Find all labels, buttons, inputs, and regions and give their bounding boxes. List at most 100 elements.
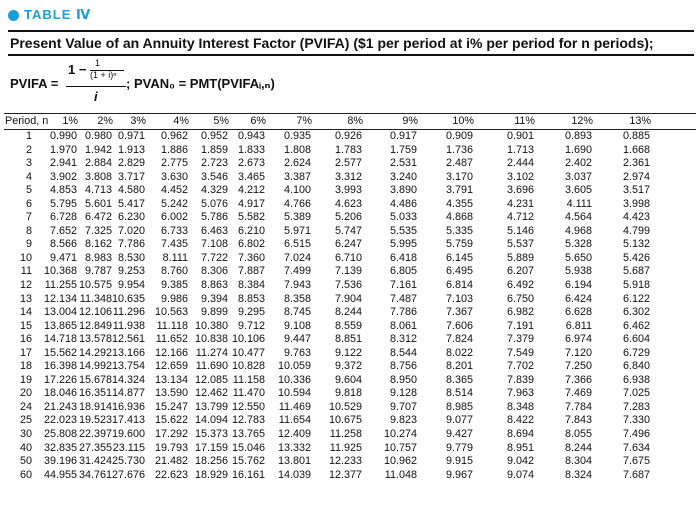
factor-cell: 7.379	[506, 333, 534, 346]
factor-cell: 6.145	[445, 251, 473, 264]
factor-cell: 6.814	[445, 279, 473, 292]
factor-cell: 12.561	[112, 333, 146, 346]
factor-cell: 11.690	[195, 360, 228, 373]
factor-cell: 7.499	[283, 265, 311, 278]
factor-cell: 6.974	[564, 333, 592, 346]
factor-cell: 15.622	[154, 414, 188, 427]
factor-cell: 8.365	[445, 373, 473, 386]
factor-cell: 11.158	[232, 373, 265, 386]
factor-cell: 7.330	[622, 414, 650, 427]
factor-cell: 11.258	[329, 428, 362, 441]
table-body: 1 0.990 0.980 0.971 0.962 0.952 0.943 0.935 0.92…	[4, 130, 696, 482]
factor-cell: 7.366	[564, 373, 592, 386]
formula-rest: ; PVAN₀ = PMT(PVIFAᵢ,ₙ)	[126, 76, 275, 91]
factor-cell: 9.128	[389, 387, 417, 400]
factor-cell: 3.240	[389, 170, 417, 183]
factor-cell: 12.783	[231, 414, 265, 427]
factor-cell: 17.226	[44, 373, 78, 386]
formula-fraction-bar	[66, 86, 126, 87]
factor-cell: 7.496	[622, 428, 650, 441]
factor-cell: 5.076	[200, 197, 228, 210]
factor-cell: 11.469	[278, 400, 311, 413]
factor-cell: 5.426	[622, 251, 650, 264]
table-row: 5 4.853 4.713 4.580 4.452 4.329 4.212 4.100 3.99…	[4, 184, 696, 198]
factor-cell: 6.230	[117, 211, 145, 224]
factor-cell: 25.730	[112, 455, 146, 468]
factor-cell: 6.604	[622, 333, 650, 346]
factor-cell: 10.106	[231, 333, 265, 346]
factor-cell: 11.938	[112, 319, 145, 332]
factor-cell: 0.962	[160, 130, 188, 142]
factor-cell: 0.893	[564, 130, 592, 142]
factor-cell: 31.424	[78, 455, 112, 468]
factor-cell: 7.108	[200, 238, 228, 251]
factor-cell: 1.736	[445, 143, 473, 156]
factor-cell: 4.623	[334, 197, 362, 210]
factor-cell: 0.971	[117, 130, 145, 142]
factor-cell: 18.929	[194, 468, 228, 481]
factor-cell: 7.025	[622, 387, 650, 400]
factor-cell: 9.042	[506, 455, 534, 468]
period-cell: 9	[25, 238, 32, 251]
factor-cell: 9.471	[49, 251, 77, 264]
factor-cell: 7.687	[622, 468, 650, 481]
factor-cell: 6.424	[564, 292, 592, 305]
factor-cell: 14.992	[78, 360, 112, 373]
factor-cell: 19.523	[78, 414, 112, 427]
factor-cell: 7.839	[506, 373, 534, 386]
factor-cell: 44.955	[44, 468, 78, 481]
factor-cell: 11.296	[112, 306, 145, 319]
factor-cell: 10.962	[383, 455, 417, 468]
factor-cell: 8.306	[200, 265, 228, 278]
factor-cell: 10.380	[194, 319, 228, 332]
factor-cell: 4.766	[283, 197, 311, 210]
factor-cell: 7.360	[237, 251, 265, 264]
factor-cell: 18.256	[194, 455, 228, 468]
formula-inner-denominator: (1 + i)ⁿ	[90, 70, 117, 80]
factor-cell: 1.913	[117, 143, 145, 156]
factor-cell: 7.139	[334, 265, 362, 278]
factor-cell: 7.606	[445, 319, 473, 332]
period-cell: 25	[19, 414, 32, 427]
factor-cell: 3.890	[389, 184, 417, 197]
factor-cell: 4.486	[389, 197, 417, 210]
factor-cell: 8.312	[389, 333, 417, 346]
factor-cell: 9.986	[160, 292, 188, 305]
period-cell: 18	[19, 360, 32, 373]
factor-cell: 8.162	[84, 238, 112, 251]
factor-cell: 4.423	[622, 211, 650, 224]
factor-cell: 12.849	[78, 319, 112, 332]
factor-cell: 3.791	[445, 184, 473, 197]
factor-cell: 7.536	[334, 279, 362, 292]
factor-cell: 10.575	[78, 279, 112, 292]
factor-cell: 8.061	[389, 319, 417, 332]
factor-cell: 5.146	[506, 224, 534, 237]
factor-cell: 2.402	[564, 157, 592, 170]
table-label: TABLE Ⅳ	[24, 7, 92, 22]
factor-cell: 8.304	[564, 455, 592, 468]
factor-cell: 0.926	[334, 130, 362, 142]
factor-cell: 7.943	[283, 279, 311, 292]
table-row: 2 1.970 1.942 1.913 1.886 1.859 1.833 1.808 1.78…	[4, 144, 696, 158]
factor-cell: 27.355	[78, 441, 112, 454]
factor-cell: 7.250	[564, 360, 592, 373]
factor-cell: 2.775	[160, 157, 188, 170]
factor-cell: 5.535	[389, 224, 417, 237]
period-cell: 60	[19, 468, 32, 481]
period-cell: 50	[19, 455, 32, 468]
factor-cell: 3.546	[200, 170, 228, 183]
factor-cell: 4.100	[283, 184, 311, 197]
factor-cell: 7.904	[334, 292, 362, 305]
factor-cell: 4.355	[445, 197, 473, 210]
factor-cell: 9.763	[283, 346, 311, 359]
formula-block: PVIFA = 1 − 1 (1 + i)ⁿ i ; PVAN₀ = PMT(P…	[10, 58, 690, 110]
factor-cell: 2.444	[506, 157, 534, 170]
factor-cell: 10.059	[277, 360, 311, 373]
factor-cell: 5.537	[506, 238, 534, 251]
factor-cell: 5.328	[564, 238, 592, 251]
table-row: 9 8.566 8.162 7.786 7.435 7.108 6.802 6.515 6.24…	[4, 238, 696, 252]
factor-cell: 9.077	[445, 414, 473, 427]
factor-cell: 9.122	[334, 346, 362, 359]
factor-cell: 1.886	[160, 143, 188, 156]
factor-cell: 32.835	[44, 441, 78, 454]
